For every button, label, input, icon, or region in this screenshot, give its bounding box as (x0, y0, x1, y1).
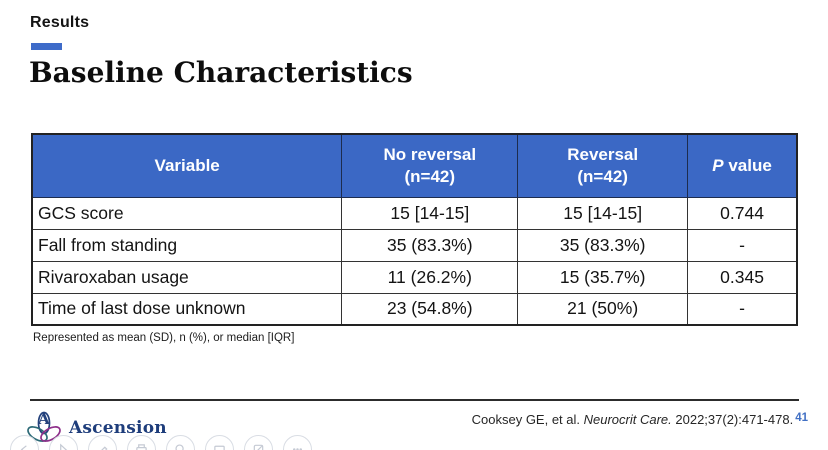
screen-icon (214, 445, 225, 450)
cell-no-reversal: 15 [14-15] (341, 196, 519, 230)
laser-button[interactable] (244, 435, 273, 450)
table-row: Rivaroxaban usage 11 (26.2%) 15 (35.7%) … (31, 260, 798, 294)
screen-button[interactable] (205, 435, 234, 450)
pointer-icon (60, 443, 68, 450)
cell-reversal: 15 (35.7%) (517, 260, 689, 294)
cell-variable: Rivaroxaban usage (31, 260, 343, 294)
cell-no-reversal: 11 (26.2%) (341, 260, 519, 294)
p-italic: P (712, 155, 724, 175)
p-label: value (723, 155, 772, 175)
previous-slide-icon (20, 445, 27, 450)
cell-reversal: 35 (83.3%) (517, 228, 689, 262)
triquetra-icon: A (27, 410, 61, 442)
citation: Cooksey GE, et al. Neurocrit Care. 2022;… (472, 412, 808, 427)
cell-p-value: 0.345 (687, 260, 798, 294)
column-header-reversal: Reversal (n=42) (517, 133, 689, 198)
footer-divider (30, 399, 799, 401)
pen-icon (101, 446, 108, 450)
cell-no-reversal: 35 (83.3%) (341, 228, 519, 262)
baseline-characteristics-table: Variable No reversal (n=42) Reversal (n=… (31, 133, 798, 326)
cell-reversal: 21 (50%) (517, 292, 689, 326)
cell-p-value: 0.744 (687, 196, 798, 230)
zoom-button[interactable] (166, 435, 195, 450)
cell-variable: Time of last dose unknown (31, 292, 343, 326)
svg-text:A: A (37, 410, 50, 428)
citation-authors: Cooksey GE, et al. (471, 412, 584, 427)
accent-bar (31, 43, 62, 50)
slide-title: Baseline Characteristics (29, 56, 413, 89)
table-header-row: Variable No reversal (n=42) Reversal (n=… (31, 133, 798, 198)
cell-no-reversal: 23 (54.8%) (341, 292, 519, 326)
table-row: Fall from standing 35 (83.3%) 35 (83.3%)… (31, 228, 798, 262)
section-kicker: Results (30, 14, 90, 31)
column-header-no-reversal: No reversal (n=42) (341, 133, 519, 198)
citation-issue: 2022;37(2):471-478. (671, 412, 794, 427)
table-row: Time of last dose unknown 23 (54.8%) 21 … (31, 292, 798, 326)
cell-variable: GCS score (31, 196, 343, 230)
brand-logo: A Ascension (24, 403, 167, 447)
citation-journal: Neurocrit Care. (583, 412, 672, 427)
cell-reversal: 15 [14-15] (517, 196, 689, 230)
cell-variable: Fall from standing (31, 228, 343, 262)
slide-page-number: 41 (795, 412, 808, 424)
zoom-icon (175, 444, 184, 450)
table-row: GCS score 15 [14-15] 15 [14-15] 0.744 (31, 196, 798, 230)
printer-icon (136, 444, 147, 450)
column-header-p-value: P value (687, 133, 798, 198)
laser-icon (253, 444, 264, 450)
brand-name: Ascension (69, 418, 167, 438)
cell-p-value: - (687, 292, 798, 326)
cell-p-value: - (687, 228, 798, 262)
column-header-variable: Variable (31, 133, 343, 198)
more-options-button[interactable] (283, 435, 312, 450)
more-options-icon (292, 448, 303, 450)
table-footnote: Represented as mean (SD), n (%), or medi… (33, 332, 295, 344)
